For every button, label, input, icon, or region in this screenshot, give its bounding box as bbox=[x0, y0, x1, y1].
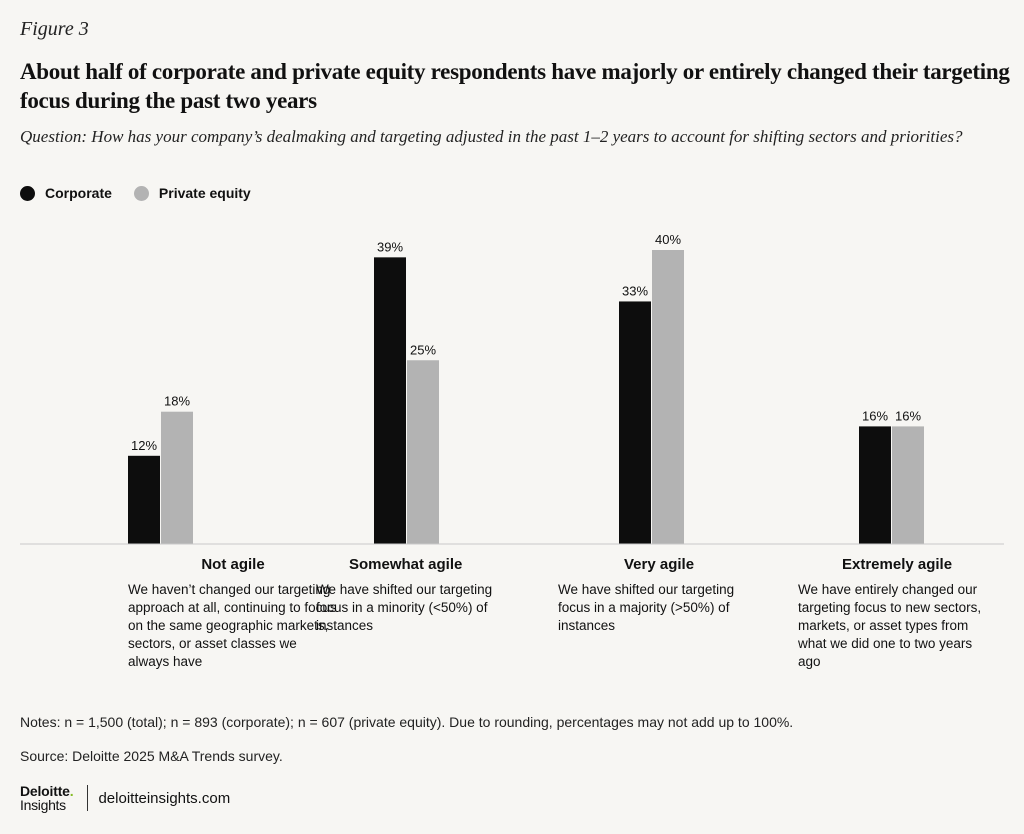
bar-value-label: 16% bbox=[895, 408, 921, 423]
bar-value-label: 12% bbox=[131, 438, 157, 453]
brand-subname: Insights bbox=[20, 797, 66, 813]
deloitte-insights-logo: Deloitte. Insights bbox=[20, 783, 74, 813]
bar-private-equity bbox=[652, 250, 684, 544]
bar-private-equity bbox=[161, 411, 193, 544]
category-description: We haven’t changed our targeting approac… bbox=[128, 582, 337, 669]
legend-item-private-equity: Private equity bbox=[133, 185, 251, 201]
chart-notes: Notes: n = 1,500 (total); n = 893 (corpo… bbox=[20, 714, 794, 730]
legend-swatch-private-equity bbox=[133, 185, 149, 201]
bar-value-label: 40% bbox=[655, 232, 681, 247]
category-very-agile: Very agile We have shifted our targeting… bbox=[558, 556, 768, 635]
category-name: Very agile bbox=[624, 556, 695, 573]
bar-corporate bbox=[859, 426, 891, 544]
category-name: Extremely agile bbox=[842, 556, 953, 573]
chart-source: Source: Deloitte 2025 M&A Trends survey. bbox=[20, 748, 283, 764]
category-description: We have shifted our targeting focus in a… bbox=[316, 582, 493, 633]
bar-value-label: 16% bbox=[862, 408, 888, 423]
brand-dot: . bbox=[69, 783, 74, 799]
category-not-agile: Not agile We haven’t changed our targeti… bbox=[128, 556, 338, 671]
brand-name: Deloitte bbox=[20, 783, 70, 799]
bar-private-equity bbox=[892, 426, 924, 544]
bar-corporate bbox=[619, 301, 651, 544]
footer: Deloitte. Insights deloitteinsights.com bbox=[20, 784, 230, 812]
legend: Corporate Private equity bbox=[20, 185, 273, 201]
category-name: Not agile bbox=[201, 556, 265, 573]
chart-title: About half of corporate and private equi… bbox=[20, 59, 1010, 113]
category-description: We have shifted our targeting focus in a… bbox=[558, 582, 735, 633]
bar-value-label: 33% bbox=[622, 283, 648, 298]
bar-value-label: 18% bbox=[164, 394, 190, 409]
footer-divider bbox=[87, 785, 89, 811]
bar-chart: 12% 18% 39% 25% 33% 40% 16% 16% bbox=[20, 232, 1004, 545]
legend-item-corporate: Corporate bbox=[20, 185, 112, 201]
category-name: Somewhat agile bbox=[349, 556, 463, 573]
figure-label: Figure 3 bbox=[20, 18, 89, 40]
site-link[interactable]: deloitteinsights.com bbox=[98, 789, 231, 807]
legend-label-private-equity: Private equity bbox=[158, 185, 251, 201]
bar-value-label: 39% bbox=[377, 239, 403, 254]
bar-private-equity bbox=[407, 360, 439, 544]
legend-label-corporate: Corporate bbox=[45, 185, 112, 201]
category-somewhat-agile: Somewhat agile We have shifted our targe… bbox=[316, 556, 526, 635]
bar-corporate bbox=[128, 455, 160, 544]
legend-swatch-corporate bbox=[20, 185, 35, 201]
category-description: We have entirely changed our targeting f… bbox=[798, 582, 982, 669]
bar-value-label: 25% bbox=[410, 342, 436, 357]
category-extremely-agile: Extremely agile We have entirely changed… bbox=[798, 556, 1008, 671]
chart-question: Question: How has your company’s dealmak… bbox=[20, 127, 963, 146]
bar-corporate bbox=[374, 257, 406, 544]
